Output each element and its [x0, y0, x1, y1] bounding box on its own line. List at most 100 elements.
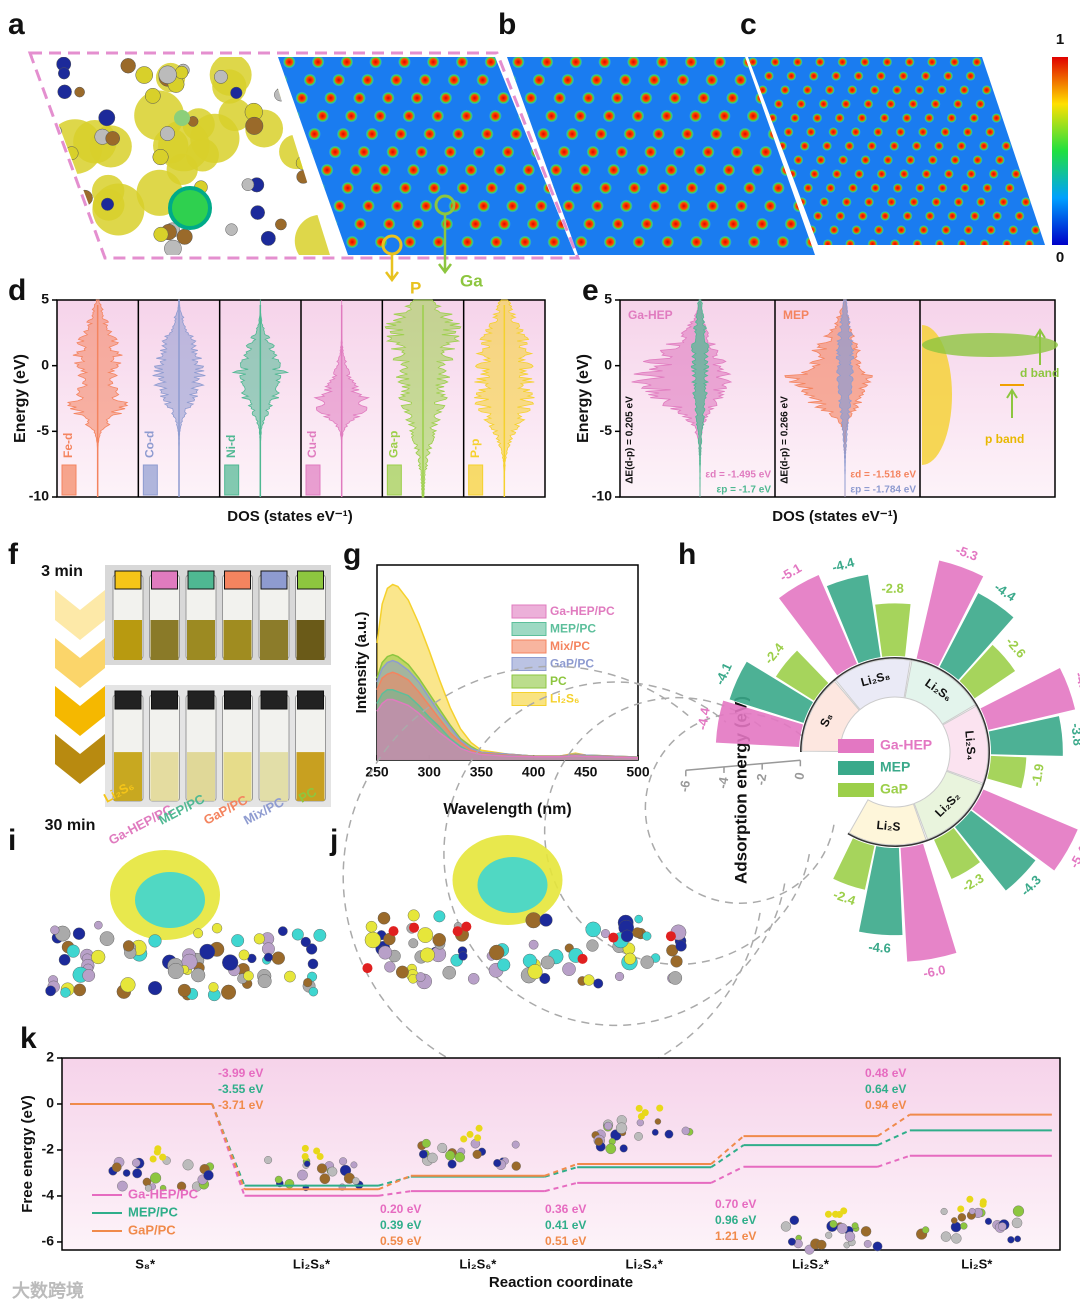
- elf-basin: [636, 163, 649, 177]
- atom: [208, 982, 219, 993]
- elf-basin: [1036, 113, 1045, 123]
- atom: [303, 978, 313, 988]
- bar: [916, 560, 984, 667]
- atom: [154, 1145, 162, 1153]
- elf-basin: [776, 235, 789, 249]
- elf-basin: [784, 217, 798, 231]
- legend-label: Ga-HEP/PC: [128, 1186, 199, 1201]
- atom: [214, 69, 228, 84]
- atom: [497, 958, 511, 972]
- bar: [779, 575, 857, 676]
- atom: [527, 964, 543, 980]
- elf-basin: [959, 85, 970, 95]
- value-label: -4.7: [1072, 670, 1080, 696]
- x-tick-label: Li₂S₈*: [293, 1256, 331, 1271]
- atom: [966, 1195, 974, 1203]
- elf-basin: [838, 155, 848, 165]
- elf-basin: [357, 145, 371, 159]
- elf-basin: [582, 91, 595, 105]
- elf-basin: [743, 181, 756, 195]
- atom: [656, 1104, 664, 1112]
- elf-basin: [1023, 141, 1034, 151]
- elf-basin: [1014, 113, 1024, 123]
- atom: [160, 126, 175, 141]
- annotation: 0.64 eV: [865, 1082, 906, 1096]
- elf-basin: [828, 127, 839, 137]
- annotation: 0.36 eV: [545, 1202, 586, 1216]
- atom: [998, 1222, 1007, 1231]
- elf-basin: [841, 99, 851, 109]
- x-tick-label: 250: [365, 764, 389, 780]
- elf-basin: [713, 57, 726, 69]
- solution: [150, 752, 179, 801]
- y-tick-label: -2: [42, 1141, 55, 1157]
- dos-curve: [690, 299, 710, 497]
- x-tick-label: Li₂S₂*: [792, 1256, 830, 1271]
- elf-basin: [677, 199, 690, 213]
- legend-swatch: [511, 674, 547, 689]
- elf-basin: [497, 91, 510, 105]
- annotation: Ga: [460, 271, 483, 290]
- atom: [651, 1128, 659, 1136]
- atom: [122, 1169, 131, 1177]
- x-tick-label: Li₂S₄*: [626, 1256, 664, 1271]
- atom: [461, 921, 472, 932]
- elf-basin: [419, 199, 433, 213]
- y-axis-title: Energy (eV): [12, 354, 29, 443]
- atom: [58, 954, 71, 966]
- atom: [230, 86, 243, 99]
- solution: [150, 620, 179, 660]
- cap: [187, 690, 215, 710]
- elf-basin: [892, 85, 902, 95]
- elf-basin: [1016, 57, 1027, 67]
- atom: [539, 913, 553, 927]
- legend-label: GaP/PC: [550, 657, 594, 671]
- elf-basin: [889, 141, 900, 151]
- atom: [308, 986, 319, 997]
- atom: [142, 1177, 152, 1187]
- elf-basin: [949, 57, 960, 67]
- cap: [151, 570, 178, 590]
- annotation: 0.20 eV: [380, 1202, 421, 1216]
- elf-basin: [320, 163, 334, 177]
- colorbar: [1052, 57, 1068, 245]
- elf-basin: [837, 57, 848, 67]
- atom: [950, 1217, 958, 1224]
- elf-basin: [607, 163, 620, 177]
- elf-basin: [661, 235, 674, 249]
- elf-basin: [770, 57, 781, 67]
- atom: [176, 228, 193, 245]
- atom: [174, 65, 189, 80]
- elf-basin: [880, 211, 890, 221]
- atom: [623, 952, 637, 965]
- elf-basin: [619, 73, 632, 87]
- atom: [432, 933, 446, 947]
- elf-basin: [648, 199, 662, 213]
- atom: [675, 940, 687, 952]
- elf-basin: [722, 163, 735, 177]
- x-axis-title: DOS (states eV⁻¹): [227, 508, 352, 525]
- solution: [187, 620, 215, 660]
- elf-basin: [806, 127, 816, 137]
- atom: [641, 1109, 649, 1117]
- atom: [191, 968, 206, 983]
- elf-basin: [864, 197, 874, 207]
- bar: [859, 846, 903, 936]
- panel-label: k: [20, 1022, 37, 1055]
- elf-basin: [854, 169, 865, 179]
- elf-basin: [879, 113, 890, 123]
- elf-basin: [484, 57, 497, 69]
- value-label: -2.6: [1003, 634, 1029, 661]
- plot-background: [61, 1057, 1061, 1251]
- atom: [474, 1134, 482, 1142]
- bar: [988, 716, 1063, 756]
- atom: [296, 170, 311, 184]
- elf-basin: [586, 145, 600, 159]
- elf-basin: [890, 239, 900, 245]
- elf-basin: [905, 155, 916, 165]
- atom: [64, 146, 79, 161]
- atom: [245, 116, 264, 135]
- y-tick-label: -4: [42, 1187, 55, 1203]
- elf-basin: [623, 127, 636, 141]
- x-tick-label: S₈*: [135, 1256, 156, 1271]
